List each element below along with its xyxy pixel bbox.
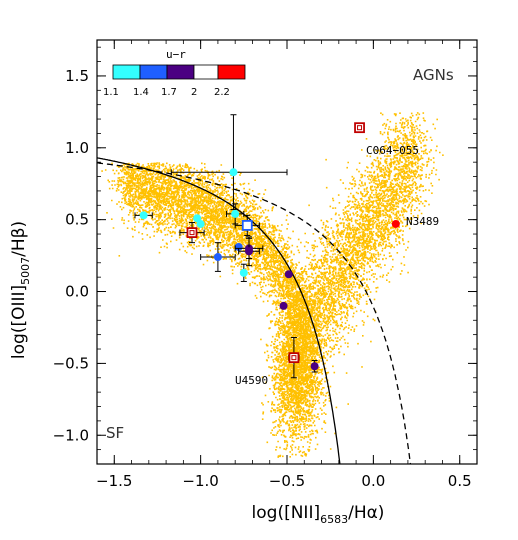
- square-marker: [354, 122, 365, 134]
- x-tick-label: 0.0: [361, 472, 385, 490]
- x-tick-label: −0.5: [269, 472, 305, 490]
- colorbar-swatch-3: [193, 64, 219, 80]
- data-point: [226, 203, 245, 225]
- circle-marker: [279, 301, 288, 310]
- x-axis-title: log([NII]6583/Hα): [252, 503, 385, 526]
- y-tick-label: 1.5: [65, 67, 89, 85]
- colorbar-swatch-1: [139, 64, 168, 80]
- data-point: [196, 219, 205, 228]
- colorbar-swatch-2: [166, 64, 195, 80]
- data-point: [239, 263, 248, 282]
- data-point: [234, 214, 260, 236]
- square-marker: [186, 227, 198, 238]
- x-tick-label: −1.5: [96, 472, 132, 490]
- annotation-u4590: U4590: [235, 374, 268, 387]
- y-tick-label: 0.5: [65, 211, 89, 229]
- colorbar-label-4: 2.2: [214, 87, 230, 98]
- density-points: [101, 112, 444, 458]
- y-tick-label: 0.0: [65, 283, 89, 301]
- square-marker-inner: [189, 230, 195, 236]
- x-tick-label: 0.5: [448, 472, 472, 490]
- square-marker: [241, 220, 253, 231]
- data-point: [234, 242, 243, 251]
- circle-marker: [193, 214, 202, 223]
- data-point: [354, 122, 365, 134]
- demarcation-curves: [97, 157, 412, 464]
- data-point: [284, 270, 293, 279]
- x-tick-label: −1.0: [182, 472, 218, 490]
- kewley-curve: [97, 162, 412, 464]
- data-point: [279, 301, 288, 310]
- data-point: [179, 222, 205, 244]
- circle-marker: [310, 362, 319, 371]
- square-marker-inner: [357, 125, 363, 131]
- galaxy-points: [134, 114, 400, 379]
- circle-marker: [284, 270, 293, 279]
- circle-marker: [391, 219, 400, 228]
- square-marker: [288, 352, 300, 364]
- annotation-c064: C064−055: [366, 144, 419, 157]
- y-tick-label: −0.5: [53, 354, 89, 372]
- y-tick-label: −1.0: [53, 426, 89, 444]
- circle-marker: [239, 268, 248, 277]
- colorbar-label-0: 1.1: [103, 87, 119, 98]
- axis-ticks: −1.5 −1.0 −0.5 0.0 0.5 −1.0 −0.5 0.0 0.5 1.0 1.5: [53, 40, 478, 490]
- circle-marker: [231, 209, 240, 218]
- circle-marker: [234, 242, 243, 251]
- colorbar-title: u−r: [166, 48, 186, 61]
- data-point: [200, 242, 236, 272]
- colorbar-swatch-0: [112, 64, 141, 80]
- colorbar-label-2: 1.7: [161, 87, 177, 98]
- circle-marker: [196, 219, 205, 228]
- region-label-agn: AGNs: [413, 66, 454, 84]
- data-point: [238, 236, 260, 267]
- data-point: [310, 360, 319, 373]
- data-point: [288, 337, 300, 379]
- data-point: [170, 114, 288, 211]
- region-label-sf: SF: [106, 424, 124, 442]
- data-point: [391, 219, 400, 228]
- circle-marker: [213, 253, 222, 262]
- y-tick-label: 1.0: [65, 139, 89, 157]
- circle-marker: [245, 247, 253, 256]
- colorbar-label-1: 1.4: [133, 87, 149, 98]
- colorbar-label-3: 2: [191, 87, 197, 98]
- annotation-n3489: N3489: [406, 215, 439, 228]
- colorbar: u−r 1.1 1.4 1.7 2 2.2: [103, 48, 246, 98]
- circle-marker: [229, 168, 238, 177]
- data-point: [193, 214, 202, 223]
- kauffmann-curve: [97, 157, 341, 464]
- circle-marker: [139, 211, 148, 220]
- square-marker-inner: [291, 355, 297, 361]
- data-point: [134, 211, 153, 220]
- colorbar-swatch-4: [217, 64, 246, 80]
- density-cloud: [101, 112, 444, 458]
- y-axis-title: log([OIII]5007/Hβ): [9, 221, 32, 359]
